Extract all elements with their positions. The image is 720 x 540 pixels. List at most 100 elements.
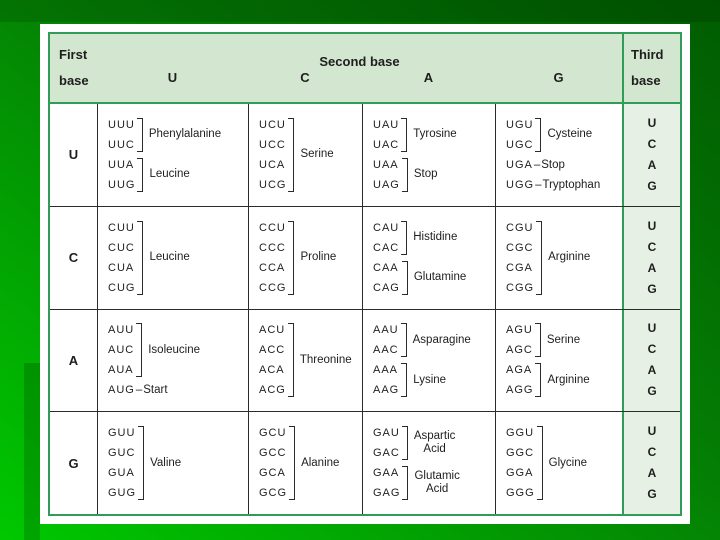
codon-dash-line: AUG – Start [108,380,248,400]
codon-list: AAU AAC [373,320,399,360]
amino-acid-name: Arginine [547,373,590,386]
bracket-icon [400,323,407,358]
slide-top-band [0,0,720,22]
codon: AGG [506,384,534,397]
amino-acid-name: Threonine [299,353,352,366]
amino-acid-name: Serine [546,333,581,346]
codon: ACA [259,364,285,377]
codon-cell: UCU UCC UCA UCG Serine [248,104,362,206]
third-base-letter: C [647,136,657,151]
codon: CCU [259,221,286,234]
codon: UAA [373,158,399,171]
codon: CGG [506,281,535,294]
header-second-letter-c: C [300,70,310,85]
codon-list: GAA GAG [373,463,400,503]
codon-dash-line: UGG – Tryptophan [506,175,622,195]
codon: GAG [373,487,401,500]
codon: ACG [259,384,286,397]
codon-list: CAA CAG [373,258,400,298]
codon-group: CAU CAC Histidine [373,218,495,258]
codon-cell: UGU UGC Cysteine UGA – Stop UGG – Tryptophan [495,104,622,206]
third-base-letter: U [647,321,657,336]
third-base-letter: G [647,487,657,502]
amino-acid-name: Tyrosine [413,128,457,141]
codon-list: UGU UGC [506,115,533,155]
codon-group: AUU AUC AUA Isoleucine [108,320,248,380]
table-row: U UUU UUC Phenylalanine UUA UUG Leucine UCU UCC U… [50,104,680,206]
bracket-icon [401,117,408,152]
amino-acid-name: Cysteine [547,128,593,141]
header-second-base: Second base [319,54,400,69]
codon: ACU [259,324,286,337]
third-base-letter: U [647,115,657,130]
genetic-code-table: First base Second base U C A G Third bas… [48,32,682,516]
codon: ACC [259,344,286,357]
amino-acid-name: Aspartic Acid [413,430,456,456]
codon: UCA [259,158,286,171]
first-base-letter: G [68,455,79,471]
codon: UCU [259,118,286,131]
dash-separator: – [533,158,541,171]
codon-cell: GAU GAC Aspartic Acid GAA GAG Glutamic Acid [362,412,495,514]
amino-acid-name: Leucine [149,168,190,181]
header-first-base: First base [59,47,89,88]
codon-list: UUA UUG [108,155,135,195]
codon-cell: CGU CGC CGA CGG Arginine [495,206,622,309]
codon: UAG [373,178,400,191]
codon: CUA [108,261,135,274]
third-base-letter: C [647,445,657,460]
third-base-letter: C [647,239,657,254]
third-base-letter: A [647,363,657,378]
codon-list: GAU GAC [373,423,400,463]
third-base-letter: A [647,260,657,275]
codon-table-panel: First base Second base U C A G Third bas… [40,24,690,524]
codon-group: ACU ACC ACA ACG Threonine [259,320,362,400]
codon: CCA [259,261,286,274]
codon: GCC [259,447,287,460]
third-base-letter: G [647,384,657,399]
table-header: First base Second base U C A G Third bas… [50,34,680,104]
codon-list: GUU GUC GUA GUG [108,423,136,503]
codon-group: GAU GAC Aspartic Acid [373,423,495,463]
third-base-letter: G [647,178,657,193]
codon-group: GUU GUC GUA GUG Valine [108,423,248,503]
codon-cell: AUU AUC AUA Isoleucine AUG – Start [97,309,248,412]
bracket-icon [402,466,409,501]
codon: GUC [108,447,136,460]
codon-group: UUU UUC Phenylalanine [108,115,248,155]
codon: GGG [506,487,535,500]
codon: GAC [373,447,400,460]
codon: AGC [506,344,533,357]
dash-separator: – [535,178,542,191]
codon: UGU [506,118,534,131]
codon: AAA [373,364,399,377]
codon: UGA [506,158,533,171]
bracket-icon [137,220,144,295]
codon-list: AGU AGC [506,320,533,360]
codon-cell: UAU UAC Tyrosine UAA UAG Stop [362,104,495,206]
header-second-letter-u: U [167,70,178,85]
codon: UAC [373,138,400,151]
codon-list: CAU CAC [373,218,399,258]
codon-list: CCU CCC CCA CCG [259,218,286,298]
amino-acid-name: Leucine [149,251,190,264]
codon: GAU [373,427,400,440]
third-base-letter: A [647,157,657,172]
codon-cell: CCU CCC CCA CCG Proline [248,206,362,309]
bracket-icon [288,220,295,295]
bracket-icon [401,157,408,192]
bracket-icon [401,220,408,255]
header-second-letter-g: G [553,70,564,85]
amino-acid-name: Glycine [548,456,588,469]
codon-group: CGU CGC CGA CGG Arginine [506,218,622,298]
codon: GUG [108,487,137,500]
codon: CGC [506,241,534,254]
codon: GCG [259,487,288,500]
codon: CUG [108,281,136,294]
bracket-icon [136,117,143,152]
codon: AGA [506,364,533,377]
codon-group: GGU GGC GGA GGG Glycine [506,423,622,503]
